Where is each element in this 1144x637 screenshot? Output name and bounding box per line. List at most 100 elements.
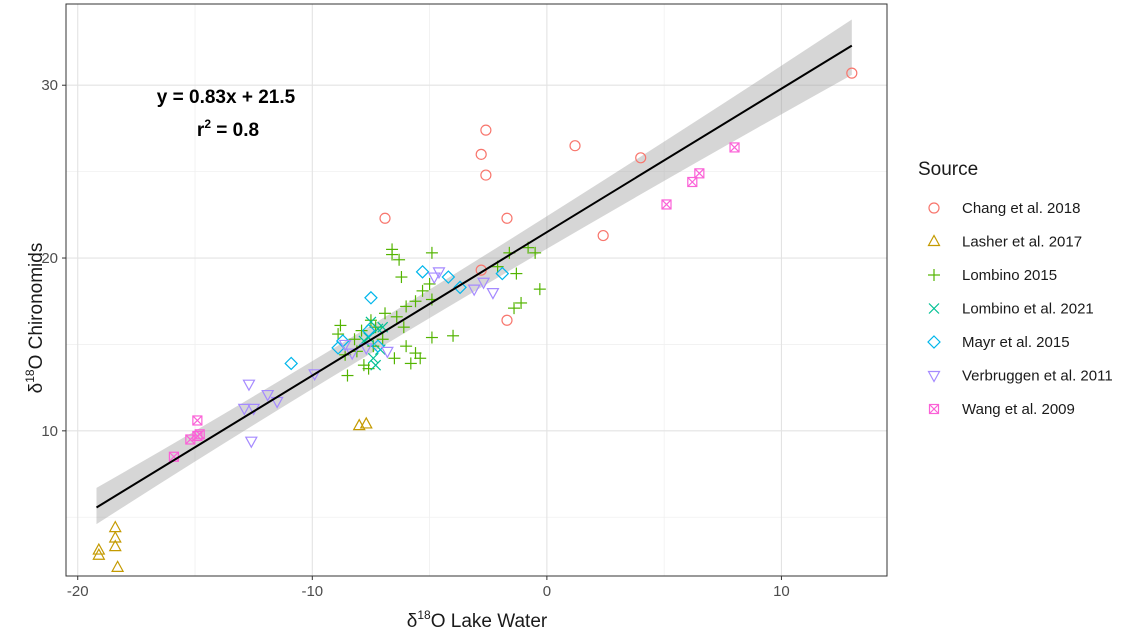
data-point (409, 295, 422, 308)
legend-item: Lombino 2015 (928, 267, 1057, 284)
data-point (393, 253, 406, 266)
x-tick-label: -20 (67, 583, 89, 600)
data-point (447, 329, 460, 342)
legend-label: Verbruggen et al. 2011 (962, 368, 1113, 385)
legend-label: Wang et al. 2009 (962, 401, 1075, 418)
data-point (376, 333, 389, 346)
data-point (400, 300, 413, 313)
data-point (237, 403, 251, 416)
y-axis-title: δ18O Chironomids (23, 243, 47, 394)
data-point (501, 314, 513, 326)
data-point (397, 321, 410, 334)
data-point (390, 310, 403, 323)
legend-item: Lombino et al. 2021 (928, 301, 1094, 318)
confidence-band (96, 19, 852, 525)
r-squared-superscript: 2 (204, 117, 211, 131)
data-point (486, 287, 500, 300)
data-point (467, 284, 481, 297)
data-point (359, 416, 373, 429)
data-point (370, 359, 382, 371)
data-point (569, 140, 581, 152)
legend-key (928, 269, 940, 281)
data-point (729, 142, 740, 153)
x-axis-title: δ18O Lake Water (407, 608, 548, 632)
data-point (480, 169, 492, 181)
regression-line (95, 44, 853, 509)
r-squared-value: = 0.8 (211, 120, 259, 141)
data-point (364, 290, 378, 305)
data-point (529, 246, 542, 259)
plot-border (65, 3, 888, 577)
data-point (367, 352, 379, 364)
legend-key (928, 303, 940, 314)
legend-key (927, 370, 941, 383)
legend-key (927, 234, 941, 247)
data-point (261, 389, 275, 402)
legend-label: Lasher et al. 2017 (962, 234, 1082, 251)
data-point (386, 248, 399, 261)
x-tick-label: 0 (543, 583, 551, 600)
series-4 (284, 265, 510, 371)
data-point (477, 277, 491, 290)
data-point (510, 267, 523, 280)
data-point (635, 152, 647, 164)
x-tick-label: -10 (301, 583, 323, 600)
x-tick-label: 10 (773, 583, 790, 600)
data-point (364, 314, 377, 327)
legend-item: Lasher et al. 2017 (927, 234, 1082, 251)
y-axis-ticks: 10 20 30 (41, 77, 66, 440)
data-point (501, 212, 513, 224)
data-point (371, 339, 385, 354)
y-axis-title-delta: δ (26, 383, 47, 394)
data-point (508, 302, 521, 315)
data-point (427, 272, 441, 285)
plot-panel (65, 3, 888, 577)
data-point (363, 332, 375, 343)
r-squared-label: r2 = 0.8 (197, 117, 259, 141)
data-point (533, 283, 546, 296)
legend-items: Chang et al. 2018 Lasher et al. 2017 Lombi… (927, 200, 1113, 418)
data-point (388, 352, 401, 365)
confidence-band-layer (96, 19, 852, 525)
legend-item: Chang et al. 2018 (928, 200, 1080, 217)
legend-label: Lombino et al. 2021 (962, 301, 1094, 318)
data-point (415, 265, 430, 279)
data-point (192, 415, 203, 426)
data-point (334, 319, 347, 332)
data-point (395, 271, 408, 284)
data-point (244, 436, 258, 449)
legend-key (928, 202, 940, 214)
data-point (475, 148, 487, 160)
legend-label: Mayr et al. 2015 (962, 334, 1070, 351)
data-point (341, 369, 354, 382)
data-point (409, 347, 422, 360)
legend-item: Verbruggen et al. 2011 (927, 368, 1113, 385)
y-axis-title-text: O Chironomids (26, 243, 47, 370)
data-point (379, 307, 392, 320)
y-tick-label: 30 (41, 77, 58, 94)
regression-equation: y = 0.83x + 21.5 (157, 87, 296, 108)
legend-item: Mayr et al. 2015 (927, 334, 1070, 351)
data-point (359, 343, 373, 356)
data-point (425, 331, 438, 344)
data-point (597, 229, 609, 242)
legend-label: Lombino 2015 (962, 267, 1057, 284)
data-point (92, 548, 106, 560)
data-points-layer (92, 67, 858, 572)
data-point (284, 356, 299, 371)
data-point (348, 333, 361, 346)
data-point (515, 296, 528, 309)
r-squared-r: r (197, 120, 205, 141)
data-point (361, 323, 376, 338)
legend-title: Source (918, 159, 978, 180)
data-point (416, 284, 429, 297)
data-point (108, 530, 122, 543)
data-point (453, 280, 467, 295)
y-tick-label: 10 (41, 423, 58, 440)
x-axis-title-superscript: 18 (417, 608, 431, 622)
legend-item: Wang et al. 2009 (928, 401, 1075, 418)
data-point (379, 212, 391, 224)
data-point (92, 542, 106, 555)
data-point (414, 352, 427, 365)
